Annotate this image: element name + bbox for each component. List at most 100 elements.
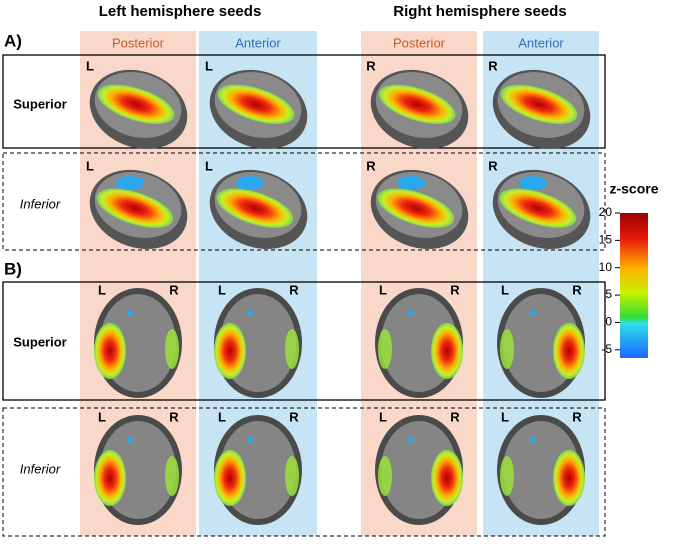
brain-sagittal [89,69,188,150]
side-label: L [86,58,94,73]
column-title: Anterior [518,35,564,50]
side-label: L [218,409,226,424]
negative-activation [116,176,144,190]
activation [499,188,577,228]
brain-axial [214,415,302,525]
side-label: L [205,58,213,73]
negative-activation [127,437,133,443]
brain-sagittal [492,169,591,250]
side-label: R [572,282,582,297]
activation [431,323,463,379]
side-label: R [169,409,179,424]
activation-contra [285,456,299,496]
row-box [2,281,606,401]
panel-label: B) [4,259,22,278]
row-label: Inferior [20,461,61,476]
activation-contra [285,329,299,369]
negative-activation [408,437,414,443]
side-label: R [289,282,299,297]
activation [216,188,294,228]
brain-sagittal [492,69,591,150]
brain-axial [497,288,585,398]
brain-axial [214,288,302,398]
column-group-title: Right hemisphere seeds [393,3,566,20]
brain-axial [375,415,463,525]
column-title: Posterior [393,35,446,50]
activation [97,84,175,124]
side-label: R [450,409,460,424]
brain-sagittal [209,169,308,250]
colorbar-title: z-score [609,181,658,197]
side-label: R [169,282,179,297]
activation [214,323,246,379]
column-group-title: Left hemisphere seeds [99,3,262,20]
row-box [2,407,606,537]
brain-sagittal [209,69,308,150]
brain-axial [94,288,182,398]
colorbar-tick-label: 5 [605,287,612,301]
column-title: Anterior [235,35,281,50]
panel-label: A) [4,31,22,50]
colorbar-tick-label: 0 [605,315,612,329]
negative-activation [247,437,253,443]
side-label: L [86,158,94,173]
activation [553,450,585,506]
activation [553,323,585,379]
side-label: R [366,58,376,73]
activation-contra [378,329,392,369]
side-label: L [205,158,213,173]
activation-contra [165,456,179,496]
brain-axial [94,415,182,525]
activation [431,450,463,506]
brain-sagittal [89,169,188,250]
negative-activation [530,437,536,443]
row-boxes [2,54,606,537]
activation [377,188,455,228]
side-label: R [488,158,498,173]
activation [94,450,126,506]
negative-activation [127,310,133,316]
side-label: L [98,409,106,424]
side-label: R [572,409,582,424]
side-label: L [501,282,509,297]
side-label: L [98,282,106,297]
activation [94,323,126,379]
negative-activation [236,176,264,190]
side-label: L [218,282,226,297]
negative-activation [247,310,253,316]
brain-images [89,69,591,525]
column-title: Posterior [112,35,165,50]
activation-contra [165,329,179,369]
negative-activation [519,176,547,190]
negative-activation [397,176,425,190]
colorbar-tick-label: 15 [599,233,613,247]
row-label: Inferior [20,196,61,211]
colorbar-tick-label: -5 [601,342,612,356]
negative-activation [530,310,536,316]
row-label: Superior [13,334,66,349]
activation-contra [378,456,392,496]
side-label: R [488,58,498,73]
activation-contra [500,456,514,496]
side-label: L [379,409,387,424]
side-label: R [289,409,299,424]
row-box [2,54,606,149]
activation [378,84,456,124]
activation-contra [500,329,514,369]
colorbar [620,213,648,358]
brain-sagittal [370,69,469,150]
side-label: L [501,409,509,424]
activation [217,84,295,124]
row-label: Superior [13,96,66,111]
brain-sagittal [370,169,469,250]
negative-activation [408,310,414,316]
row-box [2,152,606,251]
activation [500,84,578,124]
side-label: R [366,158,376,173]
brain-axial [497,415,585,525]
colorbar-tick-label: 20 [599,205,613,219]
colorbar-tick-label: 10 [599,260,613,274]
side-label: R [450,282,460,297]
brain-axial [375,288,463,398]
